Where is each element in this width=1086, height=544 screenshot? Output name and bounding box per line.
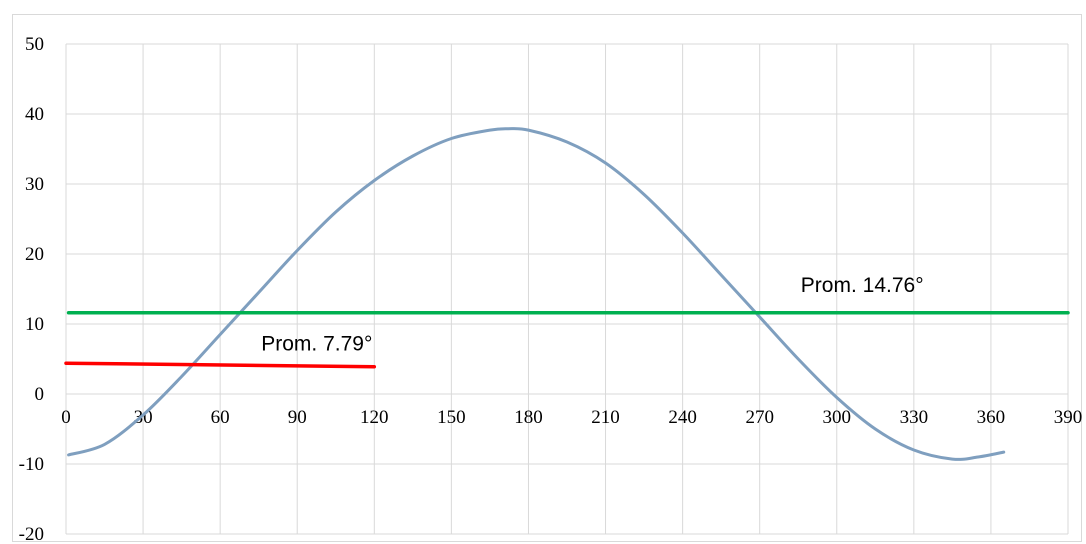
x-tick-label: 270 bbox=[745, 407, 774, 428]
y-tick-label: -20 bbox=[19, 524, 44, 544]
x-tick-label: 360 bbox=[977, 407, 1006, 428]
x-tick-label: 150 bbox=[437, 407, 466, 428]
x-tick-label: 300 bbox=[823, 407, 852, 428]
x-tick-label: 330 bbox=[900, 407, 929, 428]
y-tick-label: 10 bbox=[25, 314, 44, 335]
x-tick-label: 180 bbox=[514, 407, 543, 428]
x-tick-label: 390 bbox=[1054, 407, 1083, 428]
series-line-1 bbox=[67, 127, 1006, 461]
x-tick-label: 90 bbox=[288, 407, 307, 428]
y-tick-label: 40 bbox=[25, 104, 44, 125]
chart-frame bbox=[12, 14, 1082, 542]
x-tick-label: 0 bbox=[61, 407, 71, 428]
annotation-label-1: Prom. 14.76° bbox=[801, 274, 924, 297]
x-tick-label: 120 bbox=[360, 407, 389, 428]
x-tick-label: 60 bbox=[211, 407, 230, 428]
y-tick-label: 0 bbox=[35, 384, 45, 405]
annotation-label-2: Prom. 7.79° bbox=[261, 333, 372, 356]
series-line-3 bbox=[64, 361, 377, 369]
x-tick-label: 210 bbox=[591, 407, 620, 428]
y-tick-label: 20 bbox=[25, 244, 44, 265]
x-tick-label: 240 bbox=[668, 407, 697, 428]
y-tick-label: 50 bbox=[25, 34, 44, 55]
y-tick-label: 30 bbox=[25, 174, 44, 195]
y-tick-label: -10 bbox=[19, 454, 44, 475]
